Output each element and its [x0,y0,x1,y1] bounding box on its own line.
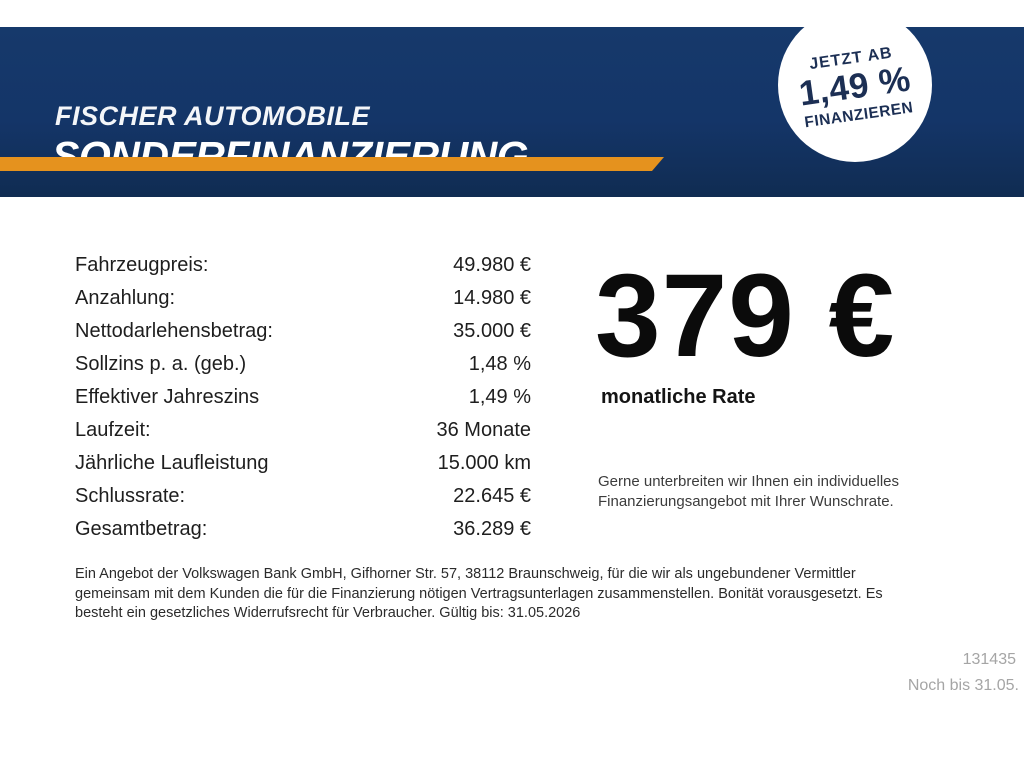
table-row: Anzahlung: 14.980 € [75,282,531,315]
disclaimer-line: Ein Angebot der Volkswagen Bank GmbH, Gi… [75,566,856,582]
monthly-rate-caption: monatliche Rate [601,386,756,408]
reference-number: 131435 [962,651,1016,668]
monthly-rate-amount: 379 € [595,250,896,382]
table-row: Laufzeit: 36 Monate [75,414,531,447]
table-row: Gesamtbetrag: 36.289 € [75,513,531,546]
row-label: Gesamtbetrag: [75,518,208,540]
row-value: 1,49 % [468,386,531,408]
row-value: 1,48 % [468,353,531,375]
row-value: 15.000 km [437,452,531,474]
row-value: 22.645 € [453,485,531,507]
row-label: Jährliche Laufleistung [75,452,269,474]
table-row: Schlussrate: 22.645 € [75,480,531,513]
individual-offer-note: Gerne unterbreiten wir Ihnen ein individ… [598,472,899,512]
offer-note-line: Gerne unterbreiten wir Ihnen ein individ… [598,473,900,490]
row-label: Schlussrate: [75,485,186,507]
table-row: Jährliche Laufleistung 15.000 km [75,447,531,480]
row-value: 36 Monate [436,419,531,441]
row-value: 35.000 € [453,320,531,342]
row-label: Effektiver Jahreszins [75,386,260,408]
brand-name: FISCHER AUTOMOBILE [55,101,371,131]
campaign-title: SONDERFINANZIERUNG [52,133,529,179]
row-label: Sollzins p. a. (geb.) [75,353,247,375]
row-value: 49.980 € [453,254,531,276]
row-value: 36.289 € [453,518,531,540]
financing-table: Fahrzeugpreis: 49.980 € Anzahlung: 14.98… [75,249,531,546]
table-row: Effektiver Jahreszins 1,49 % [75,381,531,414]
disclaimer-line: besteht ein gesetzliches Widerrufsrecht … [75,605,581,621]
row-label: Nettodarlehensbetrag: [75,320,273,342]
offer-note-line: Finanzierungsangebot mit Ihrer Wunschrat… [598,493,894,510]
row-label: Fahrzeugpreis: [75,254,209,276]
validity-note: Noch bis 31.05. [907,677,1019,694]
row-value: 14.980 € [453,287,531,309]
orange-accent-stripe [0,157,664,171]
row-label: Anzahlung: [75,287,176,309]
table-row: Sollzins p. a. (geb.) 1,48 % [75,348,531,381]
promo-badge-content: JETZT AB 1,49 % FINANZIEREN [794,42,915,131]
table-row: Nettodarlehensbetrag: 35.000 € [75,315,531,348]
table-row: Fahrzeugpreis: 49.980 € [75,249,531,282]
row-label: Laufzeit: [75,419,151,441]
legal-disclaimer: Ein Angebot der Volkswagen Bank GmbH, Gi… [75,565,883,624]
promo-badge: JETZT AB 1,49 % FINANZIEREN [778,8,932,162]
disclaimer-line: gemeinsam mit dem Kunden die für die Fin… [75,585,883,602]
